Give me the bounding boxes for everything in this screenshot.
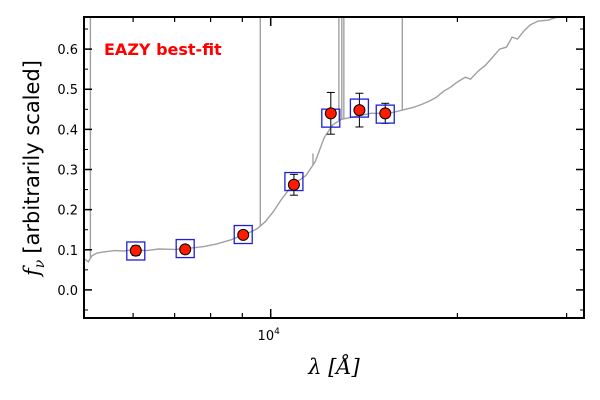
observed-point [379, 107, 392, 120]
x-tick-label-base: 10 [258, 329, 275, 344]
template-spectrum [83, 16, 558, 263]
model-point [233, 224, 253, 245]
x-axis-label: λ [Å] [307, 354, 360, 379]
y-tick-label: 0.6 [57, 43, 78, 58]
y-tick-label: 0.3 [57, 164, 78, 179]
y-tick-label: 0.2 [57, 204, 78, 219]
observed-point [129, 244, 142, 257]
x-tick-label: 104 [258, 327, 281, 344]
model-point [349, 98, 370, 118]
y-tick-label: 0.1 [57, 244, 78, 259]
y-tick-label: 0.4 [57, 123, 78, 138]
y-axis-label: fν [arbitrarily scaled] [20, 60, 48, 278]
observed-point [237, 228, 250, 241]
obs-layer [129, 104, 392, 257]
y-tick-label: 0.5 [57, 83, 78, 98]
x-tick-label-exponent: 4 [274, 327, 280, 337]
y-axis-label-symbol: f [20, 265, 44, 278]
y-axis-label-units: [arbitrarily scaled] [20, 60, 44, 254]
y-axis-label-subscript: ν [32, 259, 48, 268]
model-layer [126, 98, 395, 261]
template-layer [83, 16, 558, 263]
annotation-label: EAZY best-fit [104, 40, 222, 59]
observed-point [324, 107, 337, 120]
observed-point [353, 104, 366, 117]
plot-frame [83, 16, 585, 319]
axis-layer: 0.0 0.1 0.2 0.3 0.4 0.5 0.6 104 [57, 16, 585, 344]
model-point [126, 241, 146, 261]
observed-point [287, 178, 300, 191]
model-point [175, 238, 195, 259]
model-point [375, 104, 395, 124]
observed-point [179, 243, 192, 256]
y-tick-label: 0.0 [57, 284, 78, 299]
